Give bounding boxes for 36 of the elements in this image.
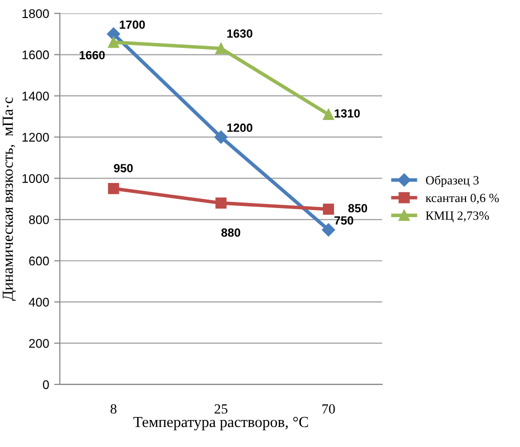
- y-tick-label: 400: [28, 298, 49, 307]
- legend-label: ксантан 0,6 %: [426, 194, 499, 204]
- y-tick-label: 1600: [22, 50, 49, 60]
- x-tick-label: 8: [110, 404, 116, 414]
- x-tick-label: 25: [214, 404, 228, 414]
- data-label: 1630: [227, 29, 252, 38]
- data-label: 750: [334, 216, 354, 225]
- y-axis-title: Динамическая вязкость, мПа·с: [2, 97, 16, 301]
- y-tick-label: 0: [42, 380, 49, 390]
- point: [215, 42, 227, 54]
- data-label: 850: [348, 204, 368, 212]
- y-tick-label: 600: [29, 256, 49, 266]
- point: [108, 183, 120, 194]
- y-tick-label: 1000: [22, 174, 49, 183]
- y-tick-label: 1800: [22, 9, 49, 18]
- data-label: 880: [221, 228, 240, 237]
- point: [322, 204, 334, 215]
- point: [106, 27, 120, 41]
- legend-label: Образец 3: [426, 175, 479, 188]
- data-label: 1310: [334, 109, 360, 118]
- legend-label: КМЦ 2,73%: [426, 211, 489, 222]
- y-tick-label: 200: [29, 338, 49, 348]
- y-tick-label: 1200: [22, 132, 49, 142]
- data-label: 1700: [120, 20, 145, 29]
- point: [322, 223, 336, 236]
- data-label: 950: [114, 164, 133, 172]
- point: [215, 197, 227, 209]
- x-axis-title: Температура растворов, °С: [133, 416, 308, 430]
- x-tick-label: 70: [322, 404, 335, 414]
- point: [322, 108, 334, 120]
- point: [214, 130, 228, 144]
- y-tick-label: 1400: [22, 92, 49, 101]
- data-label: 1200: [227, 124, 252, 132]
- data-label: 1660: [80, 50, 105, 60]
- point: [108, 36, 120, 48]
- y-tick-label: 800: [29, 215, 49, 224]
